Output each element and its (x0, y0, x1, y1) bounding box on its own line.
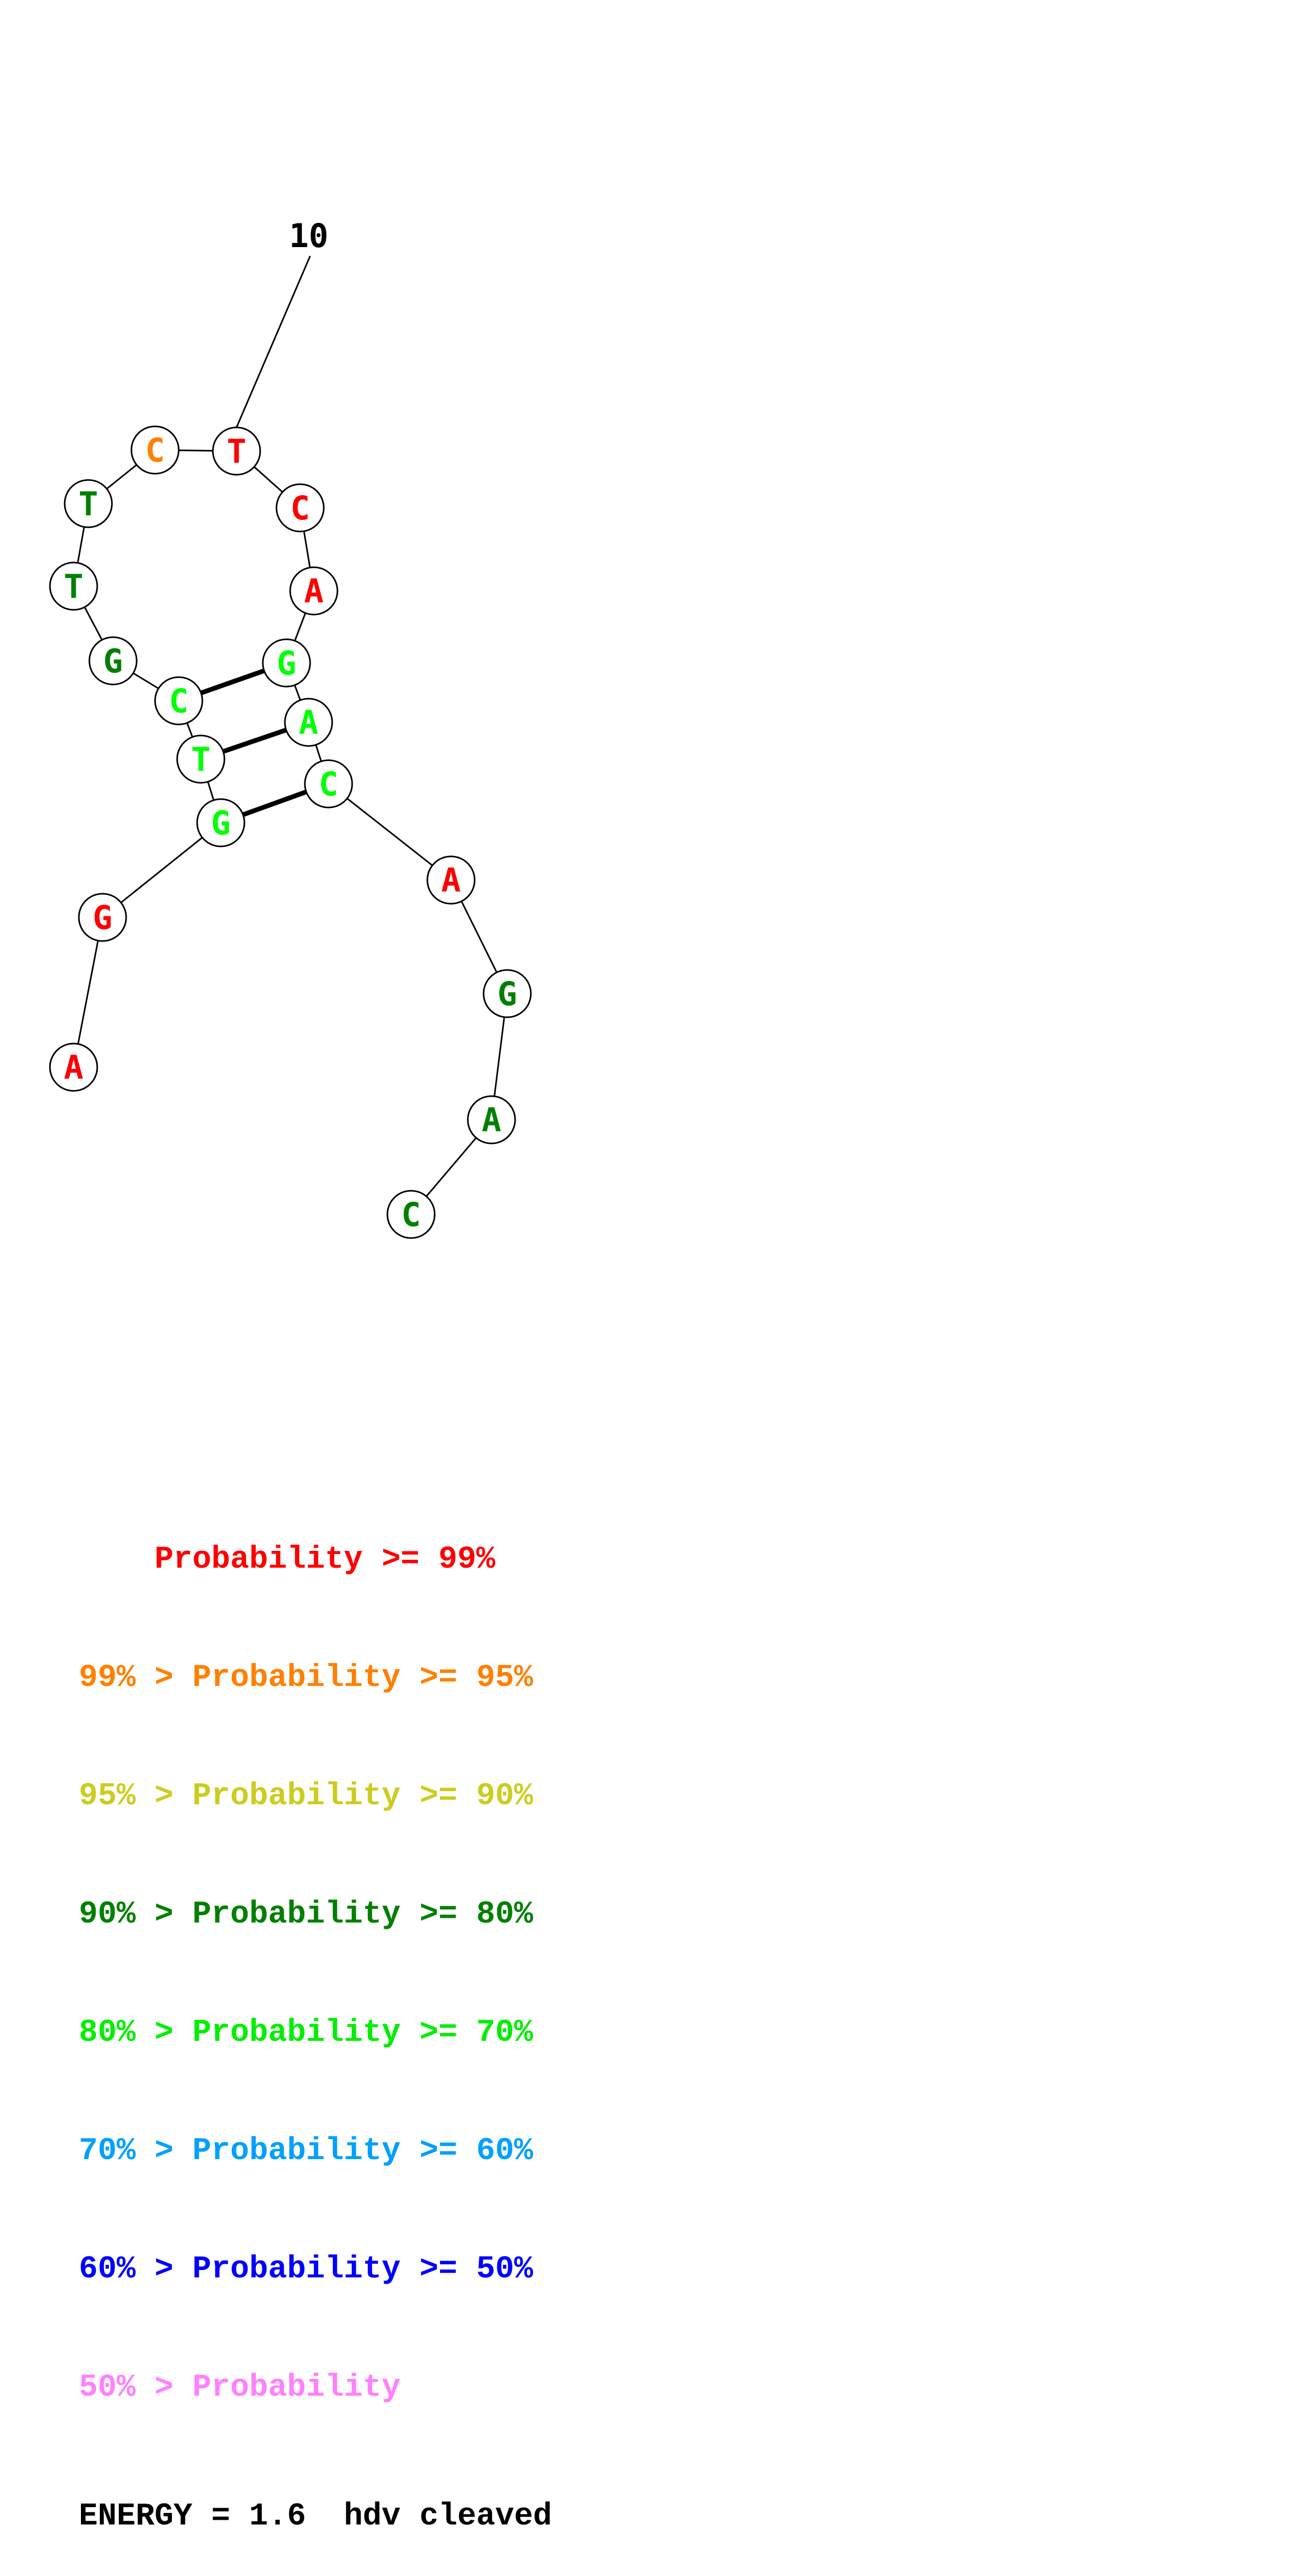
legend-prefix: 99% > (79, 1660, 193, 1696)
legend-label: Probability >= 99% (155, 1542, 496, 1578)
nucleotide-circle (196, 798, 245, 847)
nucleotide-base: G (93, 898, 112, 937)
nucleotide-circle (49, 561, 98, 611)
legend-prefix: 70% > (79, 2133, 193, 2169)
legend-item: 80% > Probability >= 70% (79, 2013, 552, 2053)
legend-prefix: 90% > (79, 1897, 193, 1933)
legend-item: 90% > Probability >= 80% (79, 1895, 552, 1935)
legend-label: Probability (192, 2370, 401, 2406)
nucleotide-base: A (441, 861, 460, 899)
nucleotide-10: T (212, 426, 261, 476)
legend-item: 95% > Probability >= 90% (79, 1777, 552, 1816)
energy-line: ENERGY = 1.6 hdv cleaved (79, 2499, 552, 2534)
legend-prefix: 50% > (79, 2370, 193, 2406)
legend-item: 60% > Probability >= 50% (79, 2250, 552, 2289)
nucleotide-circle (78, 893, 127, 942)
position-label-tick (235, 255, 311, 428)
nucleotide-6: G (88, 636, 138, 686)
nucleotide-9: C (130, 425, 180, 475)
nucleotide-4: T (176, 734, 225, 784)
nucleotide-base: G (103, 642, 122, 680)
nucleotide-circle (304, 759, 353, 809)
nucleotide-base: C (169, 682, 188, 720)
base-pair-bond (200, 668, 265, 696)
nucleotide-circle (483, 969, 532, 1018)
nucleotide-circle (275, 483, 325, 533)
nucleotide-7: T (49, 561, 98, 611)
nucleotide-base: C (145, 431, 165, 469)
nucleotide-15: C (304, 759, 353, 809)
backbone-segment (328, 783, 452, 881)
nucleotide-base: G (497, 975, 517, 1013)
nucleotide-base: T (191, 740, 210, 779)
nucleotide-base: A (64, 1048, 83, 1087)
nucleotide-circle (284, 698, 333, 747)
nucleotide-19: C (386, 1190, 436, 1239)
nucleotide-circle (289, 566, 338, 616)
position-label-10: 10 (289, 217, 329, 255)
nucleotide-base: C (319, 765, 338, 803)
legend-item: 99% > Probability >= 95% (79, 1659, 552, 1698)
nucleotide-circle (154, 676, 203, 725)
nucleotide-base: A (304, 572, 323, 610)
nucleotide-base: T (227, 432, 246, 471)
nucleotide-circle (130, 425, 180, 475)
legend-label: Probability >= 95% (192, 1660, 533, 1696)
nucleotide-11: C (275, 483, 325, 533)
nucleotide-circle (64, 479, 113, 528)
nucleotide-base: C (290, 489, 310, 527)
nucleotide-2: G (78, 893, 127, 942)
nucleotide-1: A (49, 1042, 98, 1092)
nucleotide-circle (467, 1095, 516, 1144)
nucleotide-base: T (78, 485, 98, 523)
nucleotide-circle (212, 426, 261, 476)
nucleotide-3: G (196, 798, 245, 847)
legend-item: Probability >= 99% (79, 1540, 552, 1580)
nucleotide-circle (426, 855, 476, 905)
nucleotide-18: A (467, 1095, 516, 1144)
nucleotide-base: G (211, 804, 230, 842)
legend-prefix: 60% > (79, 2252, 193, 2287)
backbone-segment (102, 822, 221, 918)
legend-label: Probability >= 90% (192, 1778, 533, 1814)
legend-prefix (79, 1542, 155, 1578)
nucleotide-17: G (483, 969, 532, 1018)
legend-label: Probability >= 80% (192, 1897, 533, 1933)
nucleotide-5: C (154, 676, 203, 725)
legend-prefix: 95% > (79, 1778, 193, 1814)
legend-label: Probability >= 60% (192, 2133, 533, 2169)
base-pair-bonds (200, 668, 307, 817)
legend-item: 50% > Probability (79, 2368, 552, 2408)
nucleotide-base: A (481, 1101, 501, 1139)
nucleotide-circle (49, 1042, 98, 1092)
probability-legend: Probability >= 99% 99% > Probability >= … (79, 1461, 552, 2576)
nucleotide-14: A (284, 698, 333, 747)
nucleotide-base: C (401, 1195, 420, 1234)
nucleotide-13: G (262, 638, 311, 688)
legend-item: 70% > Probability >= 60% (79, 2132, 552, 2171)
nucleotide-circle (88, 636, 138, 686)
nucleotide-circle (176, 734, 225, 784)
nucleotide-circle (386, 1190, 436, 1239)
base-pair-bond (242, 790, 307, 817)
nucleotide-base: A (299, 703, 318, 742)
legend-prefix: 80% > (79, 2015, 193, 2051)
backbone-lines (73, 449, 508, 1215)
nucleotide-12: A (289, 566, 338, 616)
nucleotide-base: T (64, 567, 83, 606)
legend-label: Probability >= 50% (192, 2252, 533, 2287)
nucleotide-base: G (276, 644, 296, 682)
nucleotide-circle (262, 638, 311, 688)
base-pair-bond (222, 728, 287, 754)
nucleotide-8: T (64, 479, 113, 528)
backbone-segment (73, 917, 104, 1068)
nucleotide-16: A (426, 855, 476, 905)
legend-label: Probability >= 70% (192, 2015, 533, 2051)
